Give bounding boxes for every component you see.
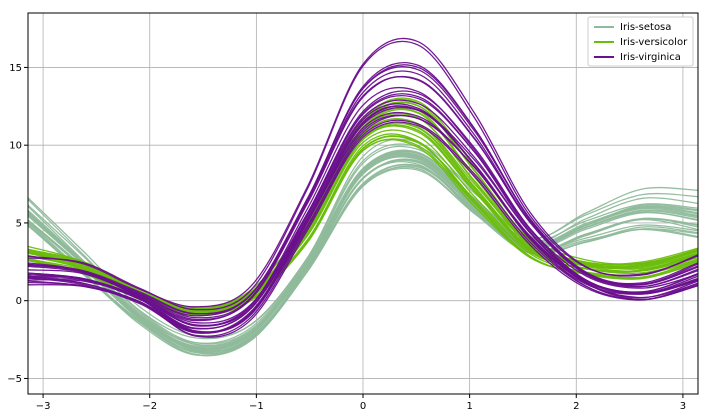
legend-label-virginica: Iris-virginica	[620, 52, 681, 63]
curve-2-15	[28, 40, 699, 311]
x-tick-label-5: 2	[573, 401, 579, 412]
y-tick-label-1: 0	[16, 296, 22, 307]
curve-2-20	[28, 61, 699, 315]
curves	[27, 37, 699, 357]
curve-2-18	[28, 111, 698, 334]
legend-box	[587, 16, 694, 67]
x-tick-label-4: 1	[466, 401, 472, 412]
legend: Iris-setosa Iris-versicolor Iris-virgini…	[587, 16, 694, 67]
y-tick-label-0: −5	[7, 374, 22, 385]
y-tick-label-3: 10	[9, 141, 22, 152]
curve-0-18	[27, 152, 698, 348]
axis-ticks: −3 −2 −1 0 1 2 3 −5 0 5 10 15	[7, 63, 686, 412]
y-tick-label-2: 5	[16, 218, 22, 229]
x-tick-label-0: −3	[36, 401, 51, 412]
legend-label-versicolor: Iris-versicolor	[620, 37, 688, 48]
x-tick-label-3: 0	[360, 401, 366, 412]
curve-0-15	[27, 145, 698, 345]
x-tick-label-2: −1	[249, 401, 264, 412]
curve-2-5	[28, 75, 698, 321]
curve-2-21	[28, 105, 698, 333]
curve-0-13	[27, 143, 698, 340]
curve-2-16	[28, 86, 698, 327]
x-tick-label-1: −2	[142, 401, 157, 412]
series-2	[28, 37, 699, 338]
series-0	[27, 138, 698, 357]
legend-label-setosa: Iris-setosa	[620, 22, 671, 33]
curve-0-11	[27, 138, 698, 338]
y-tick-label-4: 15	[9, 63, 22, 74]
x-tick-label-6: 3	[680, 401, 686, 412]
curve-0-21	[27, 167, 698, 357]
curve-0-20	[27, 159, 698, 353]
